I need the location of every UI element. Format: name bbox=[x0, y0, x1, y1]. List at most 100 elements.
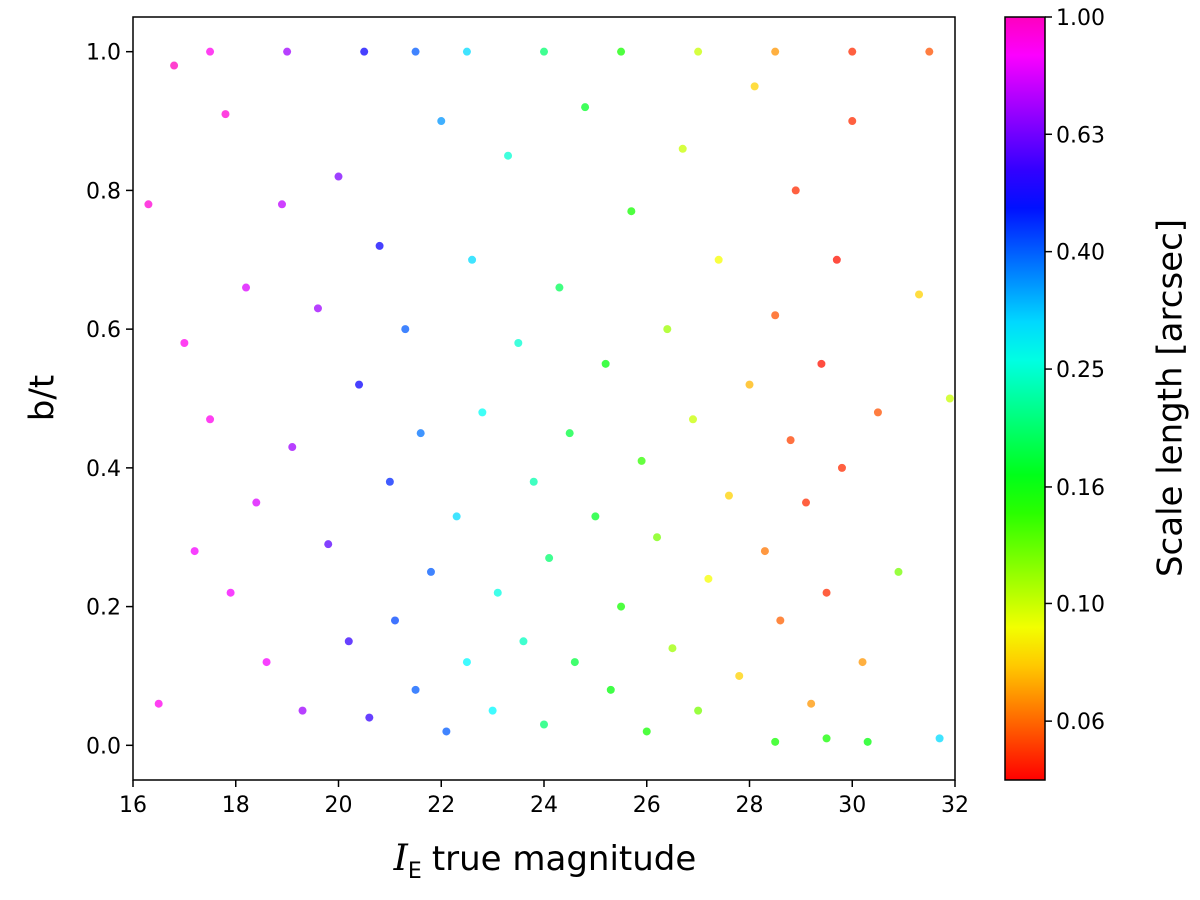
point bbox=[591, 512, 600, 521]
x-tick-label: 32 bbox=[941, 793, 969, 818]
x-tick-label: 24 bbox=[530, 793, 558, 818]
point bbox=[324, 540, 333, 549]
point bbox=[529, 477, 538, 486]
point bbox=[545, 554, 554, 563]
point bbox=[452, 512, 461, 521]
point bbox=[617, 602, 626, 611]
point bbox=[802, 498, 811, 507]
point bbox=[894, 567, 903, 576]
point bbox=[863, 737, 872, 746]
point bbox=[478, 408, 487, 417]
point bbox=[714, 255, 723, 264]
point bbox=[750, 82, 759, 91]
point bbox=[226, 588, 235, 597]
point bbox=[663, 325, 672, 334]
point bbox=[791, 186, 800, 195]
point bbox=[771, 311, 780, 320]
point bbox=[154, 699, 163, 708]
point bbox=[915, 290, 924, 299]
x-tick-label: 28 bbox=[736, 793, 764, 818]
point bbox=[688, 415, 697, 424]
point bbox=[724, 491, 733, 500]
point bbox=[462, 658, 471, 667]
point bbox=[837, 463, 846, 472]
point bbox=[776, 616, 785, 625]
x-tick-label: 18 bbox=[222, 793, 250, 818]
point bbox=[206, 415, 215, 424]
point bbox=[298, 706, 307, 715]
point bbox=[555, 283, 564, 292]
point bbox=[935, 734, 944, 743]
x-label-text: true magnitude bbox=[432, 839, 697, 879]
point bbox=[637, 456, 646, 465]
point bbox=[365, 713, 374, 722]
point bbox=[694, 706, 703, 715]
x-tick-label: 16 bbox=[119, 793, 147, 818]
point bbox=[391, 616, 400, 625]
point bbox=[745, 380, 754, 389]
y-tick-label: 0.2 bbox=[86, 596, 121, 621]
x-tick-label: 30 bbox=[838, 793, 866, 818]
point bbox=[180, 339, 189, 348]
point bbox=[581, 103, 590, 112]
point bbox=[771, 737, 780, 746]
x-tick-label: 20 bbox=[325, 793, 353, 818]
point bbox=[344, 637, 353, 646]
y-tick-label: 0.8 bbox=[86, 179, 121, 204]
point bbox=[760, 547, 769, 556]
point bbox=[144, 200, 153, 209]
point bbox=[262, 658, 271, 667]
point bbox=[873, 408, 882, 417]
y-tick-label: 0.6 bbox=[86, 318, 121, 343]
colorbar bbox=[1004, 16, 1046, 781]
point bbox=[858, 658, 867, 667]
point bbox=[668, 644, 677, 653]
point bbox=[786, 436, 795, 445]
point bbox=[514, 339, 523, 348]
point bbox=[822, 734, 831, 743]
point bbox=[442, 727, 451, 736]
point bbox=[565, 429, 574, 438]
y-tick-label: 0.4 bbox=[86, 457, 121, 482]
point bbox=[945, 394, 954, 403]
point bbox=[313, 304, 322, 313]
point bbox=[252, 498, 261, 507]
colorbar-tick-label: 0.16 bbox=[1056, 476, 1105, 501]
point bbox=[832, 255, 841, 264]
colorbar-tick-label: 0.40 bbox=[1056, 241, 1105, 266]
x-label-subscript: E bbox=[408, 859, 422, 884]
point bbox=[735, 671, 744, 680]
point bbox=[848, 117, 857, 126]
point bbox=[283, 47, 292, 56]
point bbox=[411, 47, 420, 56]
point bbox=[642, 727, 651, 736]
point bbox=[540, 47, 548, 56]
point bbox=[426, 567, 435, 576]
point bbox=[606, 685, 615, 694]
y-tick-label: 0.0 bbox=[86, 734, 121, 759]
point bbox=[617, 47, 626, 56]
point bbox=[277, 200, 286, 209]
point bbox=[601, 359, 610, 368]
point bbox=[375, 241, 384, 250]
point bbox=[468, 255, 477, 264]
colorbar-tick-label: 0.63 bbox=[1056, 123, 1105, 148]
point bbox=[519, 637, 528, 646]
point bbox=[360, 47, 369, 56]
point bbox=[437, 117, 446, 126]
point bbox=[221, 110, 230, 119]
point bbox=[401, 325, 410, 334]
plot-frame bbox=[132, 16, 956, 781]
colorbar-tick-label: 0.25 bbox=[1056, 358, 1105, 383]
x-tick-label: 26 bbox=[633, 793, 661, 818]
point bbox=[288, 443, 297, 452]
point bbox=[416, 429, 425, 438]
point bbox=[925, 47, 934, 56]
point bbox=[822, 588, 831, 597]
point bbox=[334, 172, 343, 181]
point bbox=[694, 47, 703, 56]
point bbox=[807, 699, 816, 708]
x-tick-label: 22 bbox=[427, 793, 455, 818]
point bbox=[540, 720, 548, 729]
